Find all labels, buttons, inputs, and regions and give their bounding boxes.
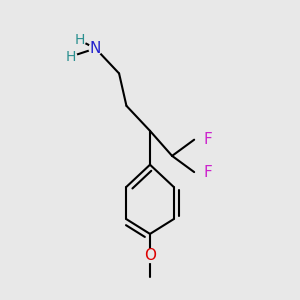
Text: O: O [144, 248, 156, 263]
Text: H: H [65, 50, 76, 64]
Circle shape [89, 42, 102, 55]
Text: F: F [203, 165, 212, 180]
Text: H: H [74, 33, 85, 46]
Circle shape [73, 33, 86, 46]
Circle shape [64, 51, 77, 64]
Circle shape [196, 166, 209, 178]
Text: F: F [203, 132, 212, 147]
Text: N: N [90, 41, 101, 56]
Circle shape [143, 250, 157, 262]
Circle shape [196, 133, 209, 146]
